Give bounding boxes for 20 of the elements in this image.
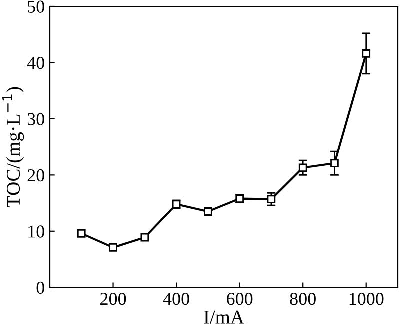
x-axis-title: I/mA bbox=[204, 310, 244, 324]
y-tick-label: 50 bbox=[28, 0, 44, 13]
point bbox=[362, 50, 371, 58]
point bbox=[140, 233, 150, 242]
y-tick-label: 40 bbox=[27, 56, 44, 70]
y-tick-label: 10 bbox=[28, 226, 44, 238]
y-tick-label: 30 bbox=[28, 113, 44, 126]
y-tick-label: 20 bbox=[28, 169, 44, 182]
point bbox=[267, 195, 276, 204]
point bbox=[298, 164, 308, 172]
point bbox=[77, 229, 86, 238]
y-tick-label: 0 bbox=[36, 282, 44, 294]
x-tick-label: 200 bbox=[100, 293, 126, 306]
y-axis-title: TOC/(mg·L$^{−1}$) bbox=[2, 87, 24, 208]
x-tick-label: 800 bbox=[290, 293, 316, 306]
x-tick-label: 1000 bbox=[350, 293, 384, 306]
x-tick-label: 600 bbox=[227, 293, 253, 306]
point bbox=[330, 159, 339, 168]
x-tick-label: 400 bbox=[163, 293, 190, 306]
point bbox=[109, 244, 118, 252]
